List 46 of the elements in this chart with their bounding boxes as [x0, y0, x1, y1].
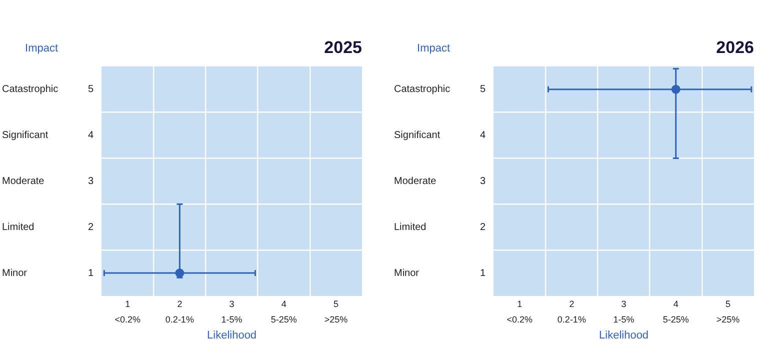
- text: >25%: [324, 314, 348, 324]
- x-tick-label: 5: [725, 298, 730, 309]
- y-tick-label: 5: [480, 84, 486, 96]
- x-tick-label: 3: [229, 298, 234, 309]
- x-tick-label: 3: [621, 298, 626, 309]
- text: Minor: [2, 268, 28, 279]
- y-tick-label: 3: [480, 176, 486, 187]
- text: 5-25%: [270, 314, 297, 324]
- chart-title: 2026: [716, 38, 754, 57]
- y-tick-label: 1: [480, 268, 486, 279]
- x-tick-label: 5: [333, 298, 338, 309]
- y-tick-label: 1: [88, 268, 94, 279]
- text: Significant: [2, 130, 48, 142]
- y-tick-label: 5: [88, 84, 94, 96]
- x-tick-label: 4: [673, 298, 678, 309]
- x-tick-label: 4: [281, 298, 286, 309]
- text: <0.2%: [114, 314, 140, 324]
- y-tick-label: 3: [88, 176, 94, 187]
- x-tick-label: 2: [177, 298, 182, 309]
- text: Moderate: [2, 176, 45, 187]
- text: >25%: [716, 314, 740, 324]
- y-tick-label: 4: [88, 130, 94, 142]
- y-tick-label: 2: [480, 222, 486, 233]
- text: Limited: [394, 222, 426, 233]
- text: Moderate: [394, 176, 437, 187]
- y-tick-label: 4: [480, 130, 486, 142]
- x-tick-label: 1: [125, 298, 130, 309]
- text: 0.2-1%: [557, 314, 586, 324]
- x-axis-title: Likelihood: [599, 329, 649, 342]
- y-axis-title: Impact: [417, 42, 450, 54]
- text: Catastrophic: [2, 84, 58, 96]
- text: Minor: [394, 268, 420, 279]
- text: 1-5%: [221, 314, 242, 324]
- text: Catastrophic: [394, 84, 450, 96]
- y-axis-title: Impact: [25, 42, 58, 54]
- x-axis-title: Likelihood: [207, 329, 257, 342]
- x-tick-label: 2: [569, 298, 574, 309]
- x-tick-label: 1: [517, 298, 522, 309]
- text: 1-5%: [613, 314, 634, 324]
- text: Significant: [394, 130, 440, 142]
- text: 0.2-1%: [165, 314, 194, 324]
- y-tick-label: 2: [88, 222, 94, 233]
- chart-title: 2025: [324, 38, 362, 57]
- text: 5-25%: [662, 314, 689, 324]
- text: Limited: [2, 222, 34, 233]
- text: <0.2%: [506, 314, 532, 324]
